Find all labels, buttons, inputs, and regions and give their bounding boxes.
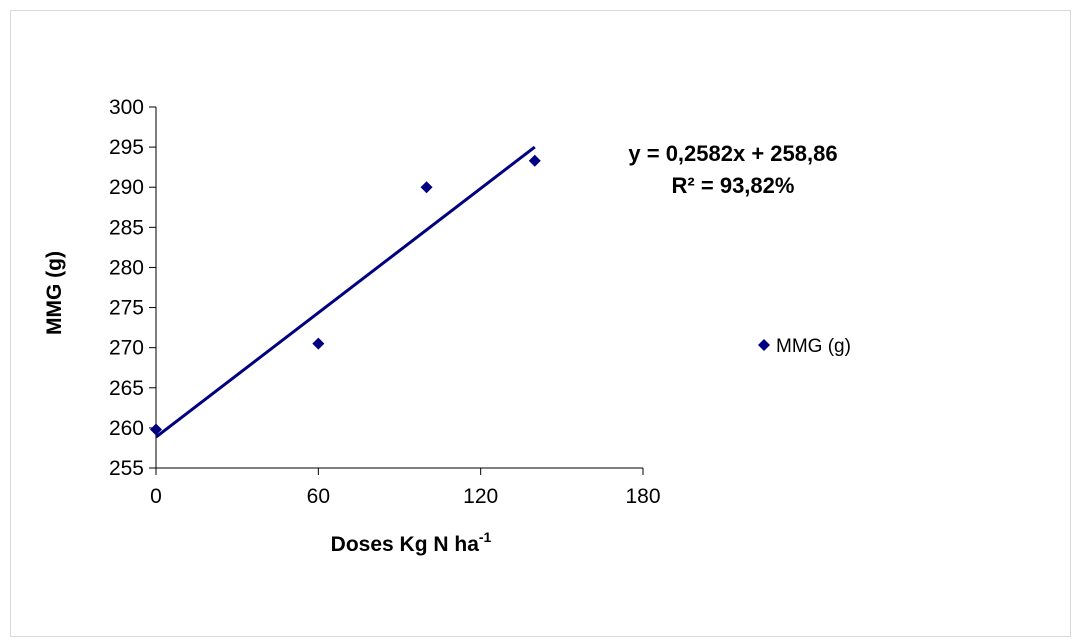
axes xyxy=(155,107,643,469)
y-tick-label: 290 xyxy=(109,176,144,199)
trendline-r-squared: R² = 93,82% xyxy=(672,173,795,198)
trendline-group xyxy=(155,145,536,439)
y-tick-label: 280 xyxy=(109,256,144,279)
data-points xyxy=(150,154,541,436)
x-tick-label: 180 xyxy=(625,485,660,508)
y-tick-label: 285 xyxy=(109,216,144,239)
x-tick-label: 60 xyxy=(307,485,330,508)
data-point xyxy=(312,337,325,350)
y-tick-label: 260 xyxy=(109,417,144,440)
legend-marker xyxy=(758,339,770,351)
y-tick-label: 270 xyxy=(109,337,144,360)
x-axis-title-main: Doses Kg N ha xyxy=(331,533,480,556)
x-tick-label: 0 xyxy=(150,485,162,508)
legend: MMG (g) xyxy=(758,336,851,357)
y-tick-label: 300 xyxy=(109,96,144,119)
x-tick-label: 120 xyxy=(463,485,498,508)
legend-label: MMG (g) xyxy=(776,336,851,357)
y-tick-label: 295 xyxy=(109,136,144,159)
y-axis-title: MMG (g) xyxy=(43,251,66,335)
x-axis-title: Doses Kg N ha-1 xyxy=(331,529,492,556)
y-axis-ticks: 300 295 290 285 280 275 270 265 260 255 xyxy=(109,96,156,480)
trendline xyxy=(155,145,536,439)
data-point xyxy=(150,423,162,436)
y-tick-label: 275 xyxy=(109,297,144,320)
y-tick-label: 255 xyxy=(109,457,144,480)
x-axis-title-superscript: -1 xyxy=(479,529,492,545)
chart-frame: 300 295 290 285 280 275 270 265 260 255 0 60 120 180… xyxy=(10,10,1071,637)
trendline-equation: y = 0,2582x + 258,86 xyxy=(628,141,837,166)
chart: 300 295 290 285 280 275 270 265 260 255 0 60 120 180… xyxy=(43,96,851,556)
data-point xyxy=(420,181,433,194)
y-tick-label: 265 xyxy=(109,377,144,400)
x-axis-ticks: 0 60 120 180 xyxy=(150,468,661,508)
data-point xyxy=(528,154,541,167)
